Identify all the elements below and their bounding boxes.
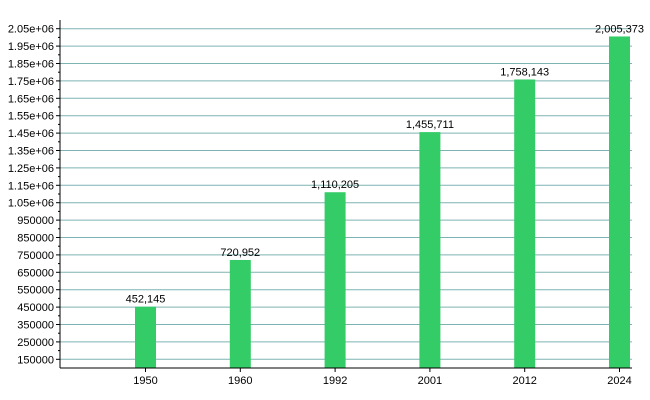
data-label-2012: 1,758,143: [500, 66, 549, 78]
y-tick-label: 750000: [17, 250, 54, 262]
x-tick-label-2001: 2001: [418, 375, 442, 387]
bar-2012: [514, 79, 536, 368]
x-axis-ticks: 1950 1960 1992 2001 2012 2024: [133, 368, 632, 387]
grid-lines: [60, 28, 632, 360]
y-tick-label: 1.65e+06: [8, 93, 54, 105]
y-tick-label: 1.95e+06: [8, 41, 54, 53]
y-tick-label: 850000: [17, 233, 54, 245]
data-label-2001: 1,455,711: [406, 119, 454, 131]
y-tick-label: 1.35e+06: [8, 146, 54, 158]
bars: [135, 36, 630, 369]
x-tick-label-2012: 2012: [512, 375, 536, 387]
data-labels: 452,145 720,952 1,110,205 1,455,711 1,758,14…: [126, 23, 644, 305]
y-tick-label: 1.15e+06: [8, 180, 54, 192]
bar-1960: [229, 259, 251, 368]
bar-2001: [419, 132, 441, 368]
x-tick-label-1950: 1950: [133, 375, 157, 387]
y-tick-label: 1.85e+06: [8, 59, 54, 71]
x-tick-label-1992: 1992: [323, 375, 347, 387]
x-tick-label-2024: 2024: [607, 375, 631, 387]
x-tick-label-1960: 1960: [228, 375, 252, 387]
y-tick-label: 1.25e+06: [8, 163, 54, 175]
data-label-1950: 452,145: [126, 294, 166, 306]
y-tick-label: 550000: [17, 285, 54, 297]
data-label-2024: 2,005,373: [595, 23, 644, 35]
bar-1992: [324, 192, 346, 368]
bar-1950: [135, 306, 156, 368]
y-axis-ticks: 150000 250000 350000 450000 550000 650000 7500…: [8, 24, 60, 366]
y-tick-label: 1.55e+06: [8, 111, 54, 123]
y-tick-label: 450000: [17, 302, 54, 314]
y-tick-label: 1.05e+06: [8, 198, 54, 210]
y-tick-label: 2.05e+06: [8, 24, 54, 36]
y-tick-label: 350000: [17, 320, 54, 332]
data-label-1960: 720,952: [220, 247, 260, 259]
bar-2024: [609, 36, 630, 369]
y-tick-label: 1.75e+06: [8, 76, 54, 88]
y-tick-label: 1.45e+06: [8, 128, 54, 140]
y-tick-label: 250000: [17, 337, 54, 349]
y-tick-label: 150000: [17, 354, 54, 366]
data-label-1992: 1,110,205: [311, 179, 359, 191]
y-tick-label: 950000: [17, 215, 54, 227]
y-tick-label: 650000: [17, 267, 54, 279]
